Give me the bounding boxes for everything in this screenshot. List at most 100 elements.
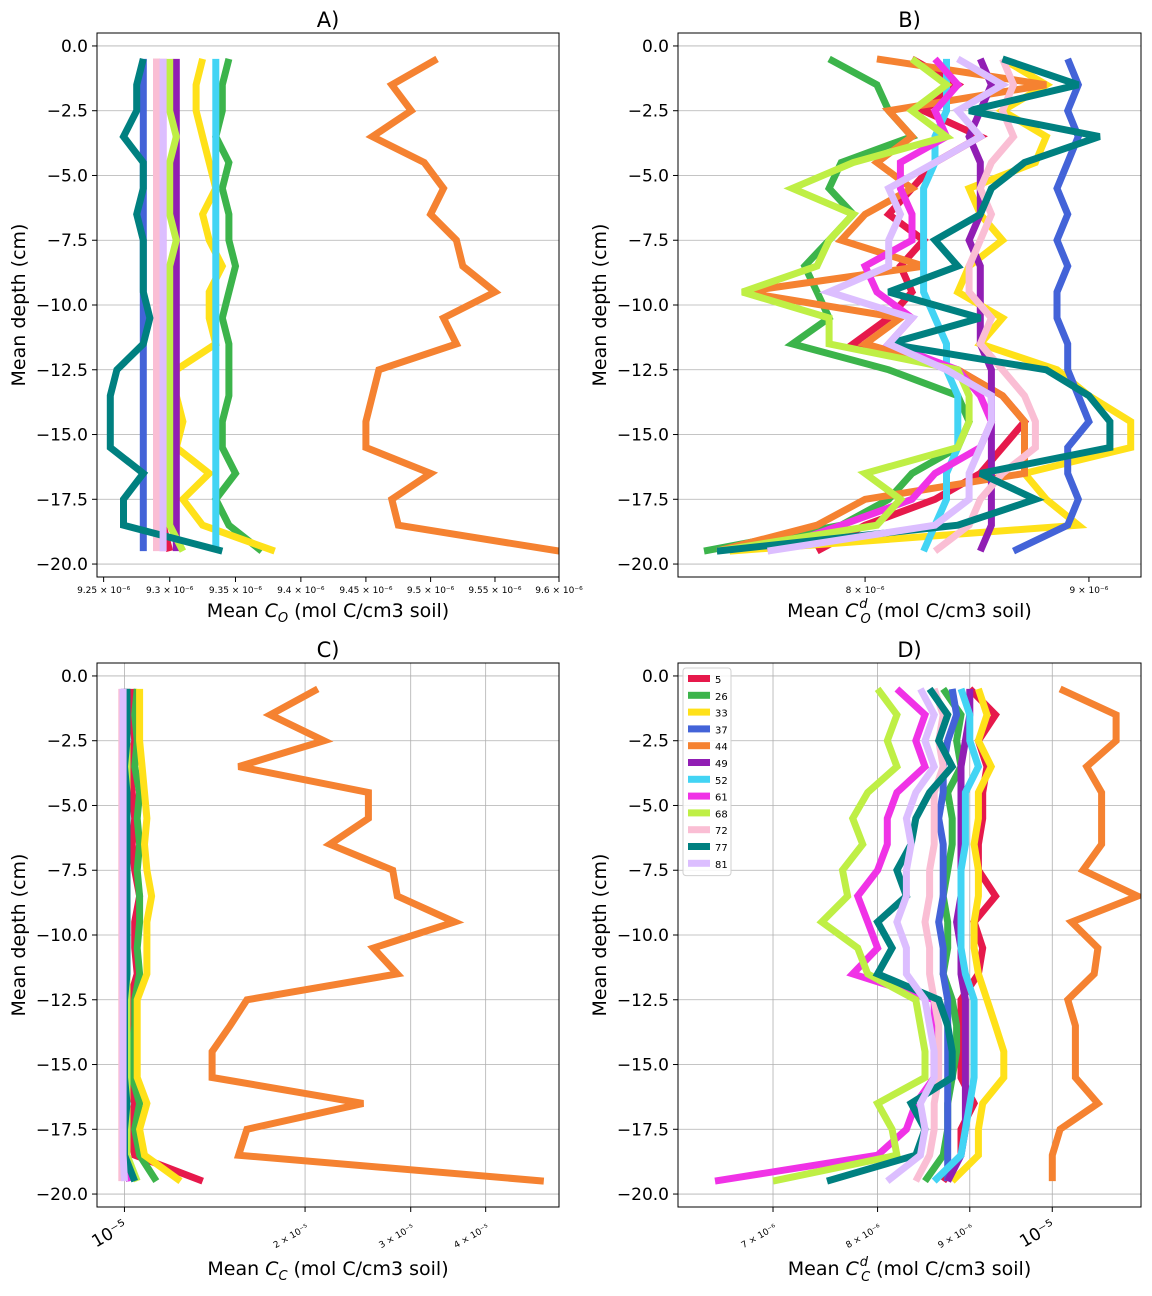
legend-item-72: 72 [688,826,728,837]
x-tick-label: 9.5 × 10⁻⁶ [407,586,455,596]
series-line-33 [949,687,1008,1184]
legend-label: 37 [715,725,728,736]
y-tick-label: −5.0 [628,166,669,186]
x-axis-label-subscript: C [278,1269,288,1284]
y-tick-label: −15.0 [36,426,88,446]
x-tick-label: 9.3 × 10⁻⁶ [146,586,194,596]
x-axis-label-prefix: Mean [787,600,839,622]
series-line-77 [826,686,957,1185]
y-axis-label: Mean depth (cm) [8,854,30,1017]
y-tick-label: −2.5 [47,102,88,122]
series-line-68 [772,686,929,1185]
y-tick-label: −7.5 [628,861,669,881]
x-axis-label: Mean Cd O (mol C/cm3 soil) [787,597,1032,627]
x-axis-label-subscript: O [860,612,870,627]
x-axis-label-unit: (mol C/cm3 soil) [294,1258,449,1280]
axes-frame [96,32,560,578]
x-tick-label: 9.55 × 10⁻⁶ [468,586,522,596]
y-tick-label: −7.5 [628,231,669,251]
series-line-44 [1048,685,1141,1182]
legend-label: 77 [715,843,728,854]
y-tick-label: −5.0 [47,796,88,816]
series-line-44 [716,55,1047,555]
y-tick-label: 0.0 [642,667,669,687]
x-tick-label: 7 × 10⁻⁶ [740,1223,779,1251]
legend-label: 72 [715,826,728,837]
x-axis-label-prefix: Mean [207,1258,259,1280]
legend-item-49: 49 [688,759,728,770]
legend-item-44: 44 [688,742,728,753]
legend-swatch [688,809,710,817]
y-tick-label: −20.0 [617,555,669,575]
legend-label: 81 [715,860,728,871]
y-tick-label: −17.5 [617,1120,669,1140]
legend-label: 52 [715,776,728,787]
x-axis-label-subscript: C [861,1270,871,1285]
legend-item-52: 52 [688,775,728,787]
panel-a: 0.0 −2.5 −5.0 −7.5 −10.0 −12.5 −15.0 −17.5 −20.0… [8,8,583,626]
legend-swatch [688,859,710,867]
x-tick-label: 3 × 10⁻⁵ [378,1223,417,1251]
panel-c: 0.0 −2.5 −5.0 −7.5 −10.0 −12.5 −15.0 −17.5 −20.0… [8,638,560,1284]
y-tick-label: 0.0 [61,37,88,57]
legend-box [682,667,732,877]
y-tick-label: −10.0 [36,926,88,946]
x-axis-label: Mean Cd C (mol C/cm3 soil) [788,1255,1032,1285]
legend-label: 49 [715,759,728,770]
x-axis-label-unit: (mol C/cm3 soil) [294,600,449,622]
series-line-81 [885,687,939,1184]
y-tick-label: −15.0 [36,1056,88,1076]
series-group [106,55,559,555]
x-tick-label: 8 × 10⁻⁶ [846,586,885,596]
y-tick-label: −5.0 [47,166,88,186]
legend-swatch [688,725,710,733]
legend: 5 26 33 37 44 49 52 61 68 72 77 81 [682,667,732,877]
x-axis-label-variable: C [845,600,859,622]
axes-frame [677,662,1142,1208]
series-group [703,55,1135,555]
axes-frame [96,662,560,1208]
legend-swatch [688,826,710,834]
legend-item-5: 5 [688,675,721,686]
series-group [714,685,1141,1185]
x-axis-label-superscript: d [859,597,868,612]
legend-swatch [688,691,710,699]
x-tick-label: 2 × 10⁻⁵ [272,1223,311,1251]
y-tick-label: −15.0 [617,426,669,446]
legend-item-26: 26 [688,691,728,703]
y-tick-label: −10.0 [617,926,669,946]
legend-swatch [688,759,710,766]
y-tick-label: −7.5 [47,231,88,251]
series-line-44 [208,685,545,1185]
y-tick-label: −20.0 [36,1185,88,1205]
x-tick-label: 9.6 × 10⁻⁶ [535,586,583,596]
legend-swatch [688,742,710,750]
x-tick-label: 9.45 × 10⁻⁶ [339,586,393,596]
x-axis-label-prefix: Mean [207,600,259,622]
x-axis-label: Mean CC (mol C/cm3 soil) [207,1258,448,1284]
y-tick-label: −12.5 [617,991,669,1011]
x-axis-label-subscript: O [278,611,288,626]
y-tick-label: −7.5 [47,861,88,881]
panel-b: 0.0 −2.5 −5.0 −7.5 −10.0 −12.5 −15.0 −17.5 −20.0… [589,8,1142,627]
series-line-33 [133,688,183,1184]
y-tick-label: −2.5 [47,732,88,752]
legend-item-81: 81 [688,859,728,871]
series-line-81 [119,688,128,1182]
x-axis-label-prefix: Mean [788,1258,840,1280]
series-line-68 [166,58,187,553]
y-tick-label: −20.0 [36,555,88,575]
x-axis-label: Mean CO (mol C/cm3 soil) [207,600,449,626]
x-tick-label: 9.4 × 10⁻⁶ [277,586,325,596]
x-tick-label: 10⁻⁵ [89,1216,131,1252]
series-line-44 [362,55,559,555]
panel-title: B) [898,8,921,32]
x-axis-label-unit: (mol C/cm3 soil) [876,1258,1031,1280]
legend-item-68: 68 [688,809,728,820]
legend-swatch [688,792,710,800]
y-tick-label: −17.5 [617,490,669,510]
panel-title: C) [317,638,340,662]
y-tick-label: −15.0 [617,1056,669,1076]
y-tick-label: −10.0 [617,296,669,316]
